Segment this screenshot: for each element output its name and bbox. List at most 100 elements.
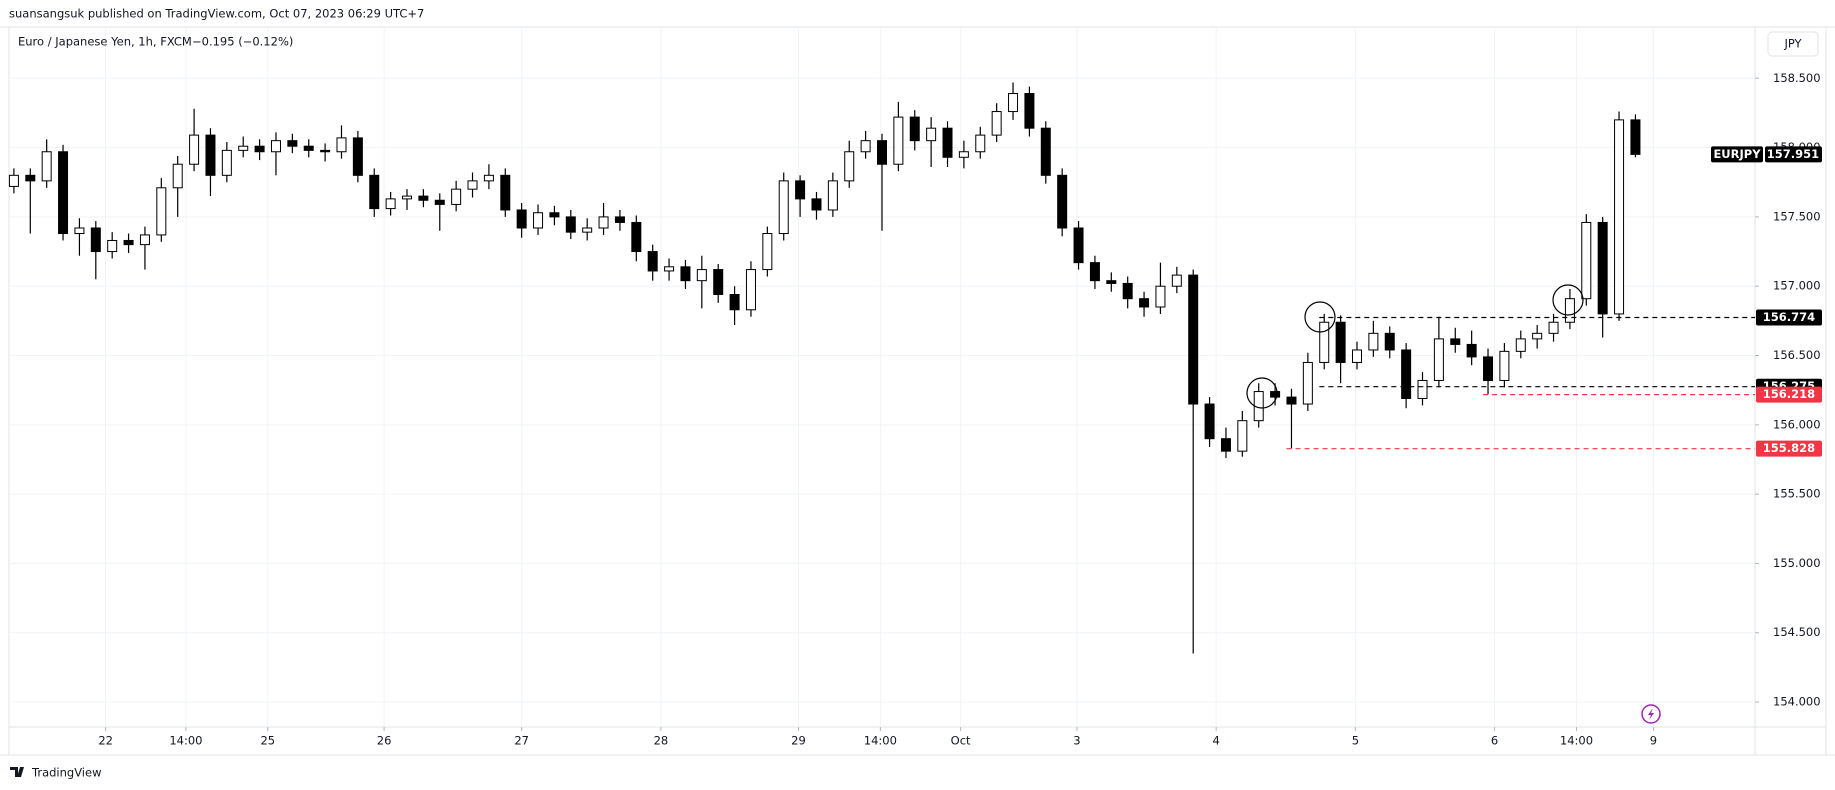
candle-body (41, 151, 52, 182)
candle-body (565, 216, 576, 233)
candle-body (762, 233, 773, 271)
candle-body (942, 127, 953, 158)
currency-button[interactable] (1767, 31, 1819, 57)
x-tick-label: 14:00 (1560, 734, 1593, 748)
candle-body (402, 195, 413, 200)
x-tick-label: 29 (791, 734, 806, 748)
price-change: −0.195 (−0.12%) (192, 35, 293, 49)
candle-body (156, 187, 167, 236)
candle-body (1139, 298, 1150, 308)
candle-body (270, 140, 281, 153)
candle-body (123, 239, 134, 246)
brand: TradingView (31, 766, 101, 780)
x-tick-label: 14:00 (864, 734, 897, 748)
y-tick-label: 155.000 (1773, 556, 1821, 570)
candle-body (205, 134, 216, 176)
candle-body (1204, 403, 1215, 440)
candle-body (418, 195, 429, 201)
level-label: 155.828 (1763, 441, 1815, 455)
candle-body (1630, 119, 1641, 155)
candle-body (1106, 280, 1117, 284)
candle-body (287, 140, 298, 147)
candle-body (1597, 221, 1608, 315)
candle-body (729, 294, 740, 311)
candle-body (1057, 174, 1068, 229)
candle-body (1417, 379, 1428, 399)
candle-body (1401, 349, 1412, 399)
alert-icon[interactable] (1641, 704, 1661, 724)
symbol-title: Euro / Japanese Yen, 1h, FXCM (18, 35, 192, 49)
candle-body (1024, 93, 1035, 129)
candle-body (1008, 93, 1019, 113)
candle-body (975, 134, 986, 153)
symbol-label-box (1711, 146, 1763, 163)
level-label: 156.218 (1763, 387, 1815, 401)
candle-body (385, 198, 396, 210)
candle-body (8, 174, 19, 187)
annotation-circle (1246, 377, 1278, 409)
candle-body (713, 269, 724, 296)
last-price-box (1765, 146, 1822, 163)
candle-body (680, 266, 691, 282)
candle-body (827, 180, 838, 211)
x-tick-label: 25 (260, 734, 275, 748)
candle-body (516, 209, 527, 229)
y-tick-label: 157.000 (1773, 279, 1821, 293)
candle-body (1319, 321, 1330, 363)
level-label-box (1756, 440, 1822, 457)
candle-body (991, 111, 1002, 136)
candle-body (58, 151, 69, 235)
candle-body (1237, 420, 1248, 452)
candle-body (958, 151, 969, 158)
candle-body (1122, 282, 1133, 300)
candle-body (1335, 321, 1346, 363)
candle-body (107, 239, 118, 253)
candle-body (369, 174, 380, 210)
candle-body (795, 180, 806, 200)
candle-body (877, 140, 887, 165)
x-tick-label: 4 (1212, 734, 1219, 748)
candle-body (303, 145, 314, 151)
candle-body (1433, 338, 1444, 381)
y-tick-label: 157.500 (1773, 209, 1821, 223)
x-tick-label: 26 (377, 734, 392, 748)
candle-body (811, 198, 822, 211)
candle-body (254, 145, 265, 153)
candle-body (582, 227, 593, 233)
candle-body (1171, 274, 1182, 287)
plot (8, 82, 1755, 654)
candle-body (549, 212, 560, 218)
candle-body (598, 216, 609, 229)
x-tick-label: 22 (98, 734, 113, 748)
candle-body (90, 227, 101, 253)
brand-logo (10, 767, 24, 777)
x-tick-label: 6 (1491, 734, 1498, 748)
candle-body (1040, 127, 1051, 176)
candle-body (1483, 356, 1494, 381)
candle-body (1548, 321, 1559, 334)
candle-body (1368, 332, 1379, 351)
candle-body (1499, 350, 1510, 381)
candle-body (696, 269, 707, 282)
candle-body (844, 151, 855, 182)
candle-body (1220, 438, 1231, 452)
x-tick-label: 27 (514, 734, 529, 748)
candle-body (1270, 391, 1281, 398)
candle-body (860, 140, 871, 153)
currency-label[interactable]: JPY (1783, 37, 1802, 51)
candle-body (483, 174, 494, 182)
candle-body (647, 251, 658, 272)
candle-body (1073, 227, 1084, 264)
candle-body (74, 227, 85, 235)
candle-body (336, 137, 347, 153)
alert-bolt[interactable] (1648, 708, 1654, 720)
y-tick-label: 156.000 (1773, 417, 1821, 431)
candle-body (664, 266, 675, 272)
y-tick-label: 154.000 (1773, 695, 1821, 709)
level-label-box (1756, 309, 1822, 326)
candle-body (320, 149, 331, 153)
level-label-box (1756, 386, 1822, 403)
candle-body (909, 116, 920, 142)
candle-body (451, 188, 462, 205)
